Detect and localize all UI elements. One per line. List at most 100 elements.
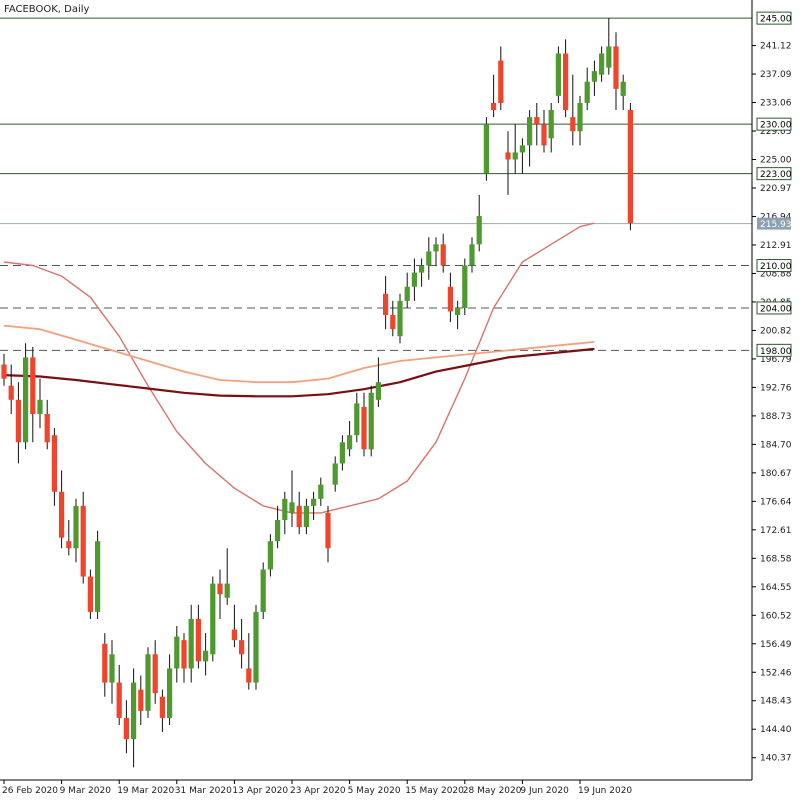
candle [347,421,353,457]
candle [325,505,331,563]
candle-body-bull [203,650,209,662]
y-tick-label: 241.12 [760,42,792,52]
candle-body-bull [339,442,345,464]
candle [138,675,144,725]
candle-body-bull [260,569,266,612]
candle-body-bull [433,244,439,252]
candle-body-bear [8,385,14,400]
price-levels [0,17,752,351]
candle-body-bull [548,110,554,139]
last-price-label-box [757,217,791,230]
x-tick-label: 26 Feb 2020 [2,786,58,796]
y-tick-label: 172.61 [760,526,792,536]
candle-body-bear [325,512,331,549]
candle [462,258,468,316]
candle-body-bull [519,145,525,153]
y-tick-label: 148.43 [760,697,792,707]
candle-body-bull [267,541,273,570]
level-label: 198.00 [760,347,792,357]
candle-body-bear [627,110,633,224]
candle-body-bull [131,682,137,740]
ma-long-line [3,347,595,398]
candle [44,399,50,450]
candle-body-bull [577,102,583,132]
candle-body-bear [505,152,511,160]
candle [455,300,461,330]
candle [51,428,57,506]
candle-body-bear [447,286,453,312]
candle-body-bear [66,541,72,549]
candle-body-bear [51,435,57,492]
y-tick-label: 176.64 [760,497,792,507]
candle [411,258,417,301]
candle-body-bull [253,611,259,683]
candle [426,237,432,280]
candle-body-bear [491,102,497,111]
candle [498,46,504,111]
candle [606,18,612,75]
candle-body-bear [138,689,144,711]
candle-body-bear [123,717,129,740]
candle [30,346,36,443]
y-tick-label: 237.09 [760,70,792,80]
candle [613,32,619,111]
candle-body-bear [541,124,547,146]
x-tick-label: 9 Mar 2020 [60,786,112,796]
y-tick-label: 160.52 [760,611,792,621]
candle-body-bull [555,53,561,96]
candle [210,576,216,662]
candle-body-bear [59,491,65,538]
candle-body-bull [404,286,410,301]
candle [152,640,158,704]
candle [375,357,381,407]
candle-body-bull [275,520,281,542]
candle-body-bear [534,117,540,125]
candle [296,491,302,535]
candle [145,647,151,718]
candle-body-bear [231,629,237,641]
candle [620,74,626,111]
candle-body-bull [332,463,338,485]
level-label: 204.00 [760,304,792,314]
x-tick-label: 23 Apr 2020 [290,786,346,796]
candle-body-bull [95,541,101,612]
y-tick-label: 156.49 [760,640,792,650]
candle [217,569,223,619]
x-tick-label: 13 Apr 2020 [232,786,288,796]
candle [95,530,101,619]
time-axis-panel [0,780,800,800]
candle [131,668,137,768]
candle-body-bull [224,583,230,598]
level-label: 245.00 [760,15,792,25]
chart-title: FACEBOOK, Daily [4,4,90,15]
y-tick-label: 144.40 [760,725,792,735]
candle-body-bull [591,71,597,82]
candle [354,392,360,443]
candle [275,505,281,549]
candle [195,604,201,669]
y-tick-label: 208.88 [760,269,792,279]
y-tick-label: 180.67 [760,469,792,479]
candle [491,74,497,118]
candle [570,74,576,146]
candle-body-bear [239,640,245,655]
candle [181,633,187,683]
x-tick-label: 31 Mar 2020 [175,786,232,796]
candle [253,604,259,690]
y-tick-label: 168.58 [760,554,792,564]
time-axis-ticks: 26 Feb 2020 9 Mar 2020 19 Mar 2020 31 Mar 2… [2,780,632,796]
y-tick-label: 152.46 [760,668,792,678]
candle-body-bull [469,244,475,266]
candle [116,664,122,725]
candle [311,491,317,520]
candle-body-bear [613,46,619,89]
candle [555,46,561,103]
y-tick-label: 200.82 [760,326,792,336]
y-tick-label: 225.00 [760,156,792,166]
price-level-labels: 245.00 230.00 223.00 210.00 204.00 198.00 215.… [756,11,792,357]
candle-body-bull [347,435,353,450]
candle-body-bull [23,357,29,443]
candle-body-bull [527,117,533,146]
